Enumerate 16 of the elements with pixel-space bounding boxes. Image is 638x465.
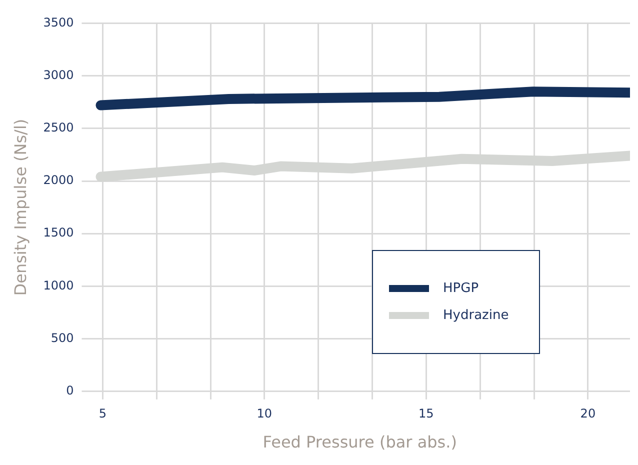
legend-label: HPGP [443, 281, 479, 296]
y-tick-label: 500 [50, 330, 74, 345]
x-tick-label: 20 [580, 406, 596, 421]
legend-label: Hydrazine [443, 308, 509, 323]
x-tick-label: 5 [98, 406, 106, 421]
y-tick-label: 0 [66, 384, 74, 398]
y-axis-title: Density Impulse (Ns/l) [10, 118, 30, 296]
x-tick-label: 10 [256, 406, 272, 421]
y-tick-label: 2500 [43, 120, 74, 135]
y-tick-label: 1500 [43, 226, 74, 240]
y-tick-label: 2000 [43, 173, 74, 188]
y-tick-label: 1000 [43, 278, 74, 292]
y-tick-label: 3000 [43, 68, 74, 82]
x-axis-title: Feed Pressure (bar abs.) [262, 432, 457, 452]
y-tick-label: 3500 [43, 15, 74, 30]
x-tick-label: 15 [418, 406, 434, 421]
